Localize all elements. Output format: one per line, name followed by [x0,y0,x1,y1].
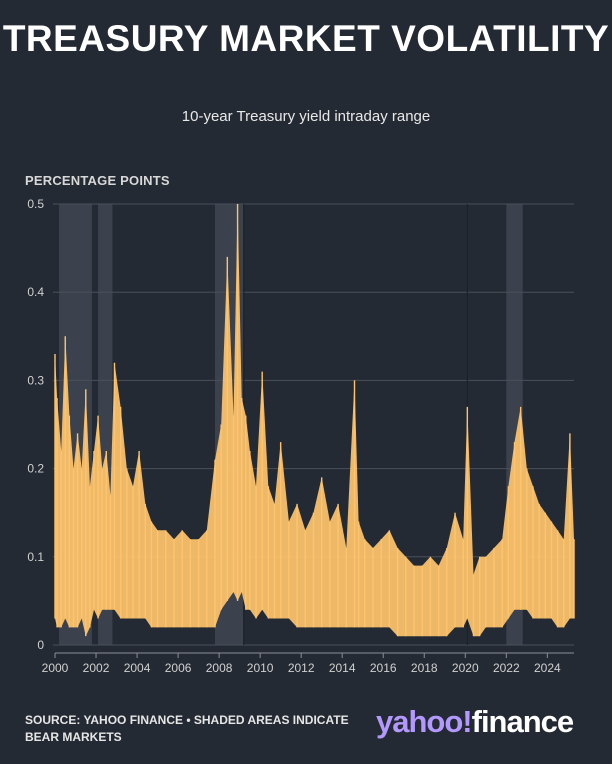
x-tick-label-0: 2000 [42,661,69,675]
y-tick-label-2: 0.2 [27,462,44,476]
yahoo-finance-logo: yahoo!finance [376,704,575,740]
x-tick-label-11: 2022 [493,661,520,675]
x-tick-label-3: 2006 [165,661,192,675]
logo-finance-text: finance [471,704,575,739]
x-tick-label-6: 2012 [288,661,315,675]
logo-yahoo-text: yahoo! [376,704,473,739]
x-tick-label-1: 2002 [83,661,110,675]
x-tick-label-2: 2004 [124,661,151,675]
x-tick-label-4: 2008 [206,661,233,675]
y-axis-label: PERCENTAGE POINTS [25,173,170,188]
x-tick-label-10: 2020 [452,661,479,675]
y-tick-label-4: 0.4 [27,285,44,299]
y-tick-label-5: 0.5 [27,197,44,211]
x-tick-label-8: 2016 [370,661,397,675]
y-tick-label-1: 0.1 [27,550,44,564]
y-tick-label-3: 0.3 [27,373,44,387]
source-note: SOURCE: YAHOO FINANCE • SHADED AREAS IND… [25,713,349,744]
x-tick-label-7: 2014 [329,661,356,675]
x-tick-label-9: 2018 [411,661,438,675]
x-tick-label-12: 2024 [534,661,561,675]
y-tick-label-0: 0 [37,638,44,652]
x-tick-label-5: 2010 [247,661,274,675]
chart-title-text: TREASURY MARKET VOLATILITY [2,18,610,59]
chart-subtitle: 10-year Treasury yield intraday range [181,108,431,125]
chart-title: TREASURY MARKET VOLATILITY [0,20,612,58]
